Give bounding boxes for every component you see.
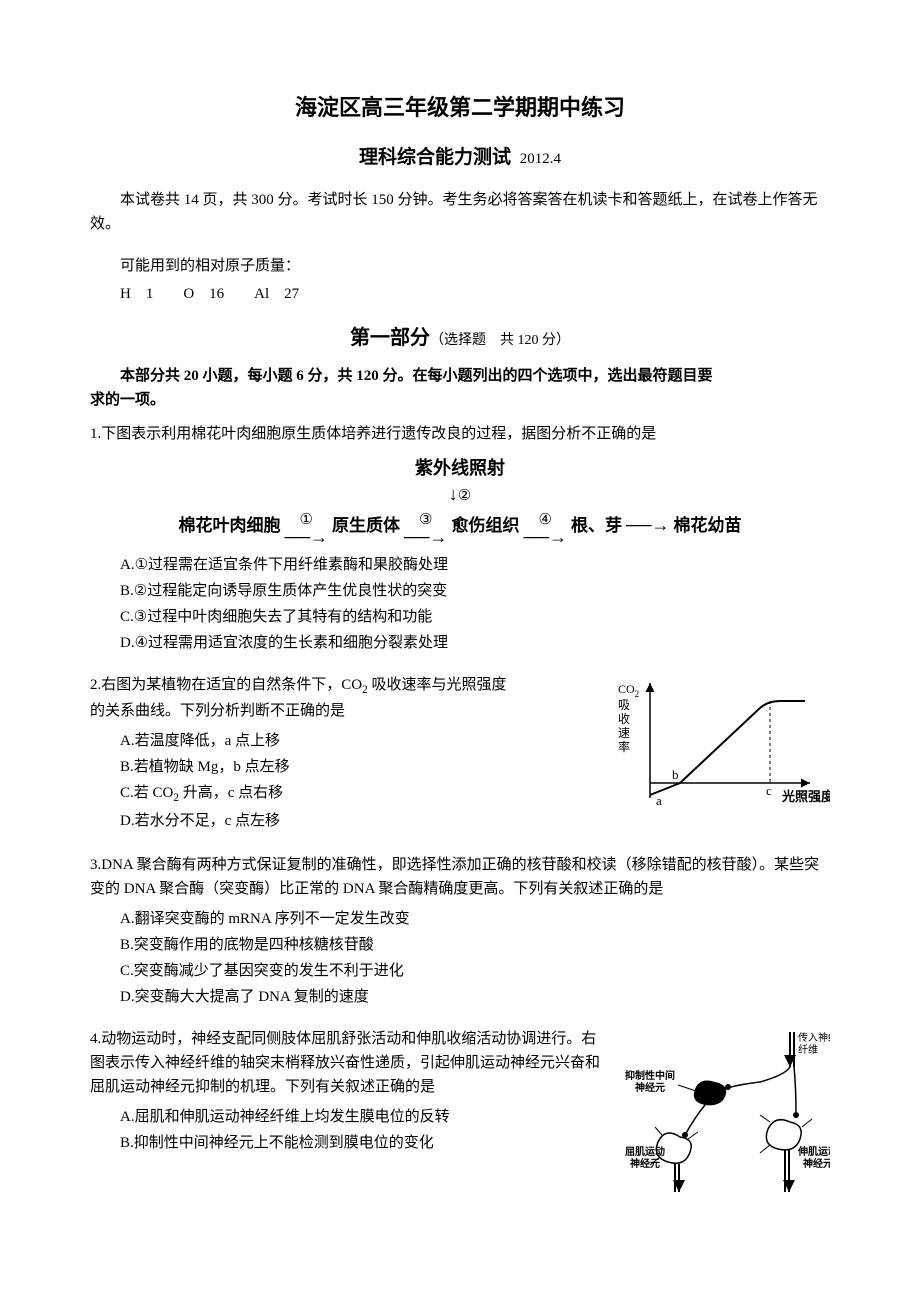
q1-node-5: 棉花幼苗 (674, 512, 742, 539)
q4-afferent-2: 纤维 (798, 1043, 818, 1056)
q2-stem-b: 吸收速率与光照强度 (368, 677, 507, 693)
q1-node-1: 棉花叶肉细胞 (178, 512, 280, 539)
q4-flexor-2: 神经元 (630, 1157, 660, 1170)
q2-opt-c-a: C.若 CO (120, 785, 173, 801)
q3-stem: 3.DNA 聚合酶有两种方式保证复制的准确性，即选择性添加正确的核苷酸和校读（移… (90, 853, 830, 901)
q2-stem-a: 2.右图为某植物在适宜的自然条件下，CO (90, 677, 362, 693)
q1-node-3: 愈伤组织 (452, 512, 520, 539)
q2-pt-b: b (672, 767, 679, 782)
q2-options: A.若温度降低，a 点上移 B.若植物缺 Mg，b 点左移 C.若 CO2 升高… (90, 729, 600, 833)
q4-afferent-1: 传入神经 (798, 1031, 830, 1044)
q2-opt-c-b: 升高，c 点右移 (179, 785, 283, 801)
q1-stem: 1.下图表示利用棉花叶肉细胞原生质体培养进行遗传改良的过程，据图分析不正确的是 (90, 422, 830, 446)
q1-arrow-4: ④ ──→ (524, 508, 568, 543)
sub-title: 理科综合能力测试 2012.4 (90, 143, 830, 173)
q1-arrow-5: ──→ (626, 520, 670, 531)
q1-opt-a: A.①过程需在适宜条件下用纤维素酶和果胶酶处理 (120, 553, 830, 577)
q2-ylabel-2a: 吸 (618, 698, 630, 712)
q3-opt-c: C.突变酶减少了基因突变的发生不利于进化 (120, 959, 830, 983)
q1-arrow-1: ① ──→ (284, 508, 328, 543)
q1-flow-row: 棉花叶肉细胞 ① ──→ 原生质体 ③ ──→ 愈伤组织 ④ ──→ 根、芽 ─… (90, 508, 830, 543)
part1-instr-b: 求的一项。 (90, 392, 165, 408)
q4-neuron-diagram: 传入神经 纤维 抑制性中间 神经元 屈肌运动 神经元 (620, 1027, 830, 1197)
atomic-mass-label: 可能用到的相对原子质量： (90, 254, 830, 278)
q1-arrow2-num: ② (458, 488, 471, 504)
q2-stem-c: 的关系曲线。下列分析判断不正确的是 (90, 703, 345, 719)
question-1: 1.下图表示利用棉花叶肉细胞原生质体培养进行遗传改良的过程，据图分析不正确的是 … (90, 422, 830, 656)
q1-arrow-3: ③ ──→ (404, 508, 448, 543)
q2-stem: 2.右图为某植物在适宜的自然条件下，CO2 吸收速率与光照强度 的关系曲线。下列… (90, 673, 600, 723)
sub-title-text: 理科综合能力测试 (359, 147, 511, 168)
q4-opt-a: A.屈肌和伸肌运动神经纤维上均发生膜电位的反转 (120, 1105, 610, 1129)
q1-opt-d: D.④过程需用适宜浓度的生长素和细胞分裂素处理 (120, 631, 830, 655)
q1-node-4: 根、芽 (571, 512, 622, 539)
q2-opt-d: D.若水分不足，c 点左移 (120, 809, 600, 833)
q1-flow-diagram: 紫外线照射 ↓② 棉花叶肉细胞 ① ──→ 原生质体 ③ ──→ 愈伤组织 ④ … (90, 454, 830, 544)
q4-opt-b: B.抑制性中间神经元上不能检测到膜电位的变化 (120, 1131, 610, 1155)
q4-ext-1: 伸肌运动 (797, 1145, 830, 1158)
q2-pt-c: c (766, 783, 772, 798)
q4-ext-2: 神经元 (803, 1157, 830, 1170)
q4-stem: 4.动物运动时，神经支配同侧肢体屈肌舒张活动和伸肌收缩活动协调进行。右图表示传入… (90, 1027, 610, 1099)
q3-opt-a: A.翻译突变酶的 mRNA 序列不一定发生改变 (120, 907, 830, 931)
intro-paragraph: 本试卷共 14 页，共 300 分。考试时长 150 分钟。考生务必将答案答在机… (90, 188, 830, 236)
question-2: 2.右图为某植物在适宜的自然条件下，CO2 吸收速率与光照强度 的关系曲线。下列… (90, 673, 830, 835)
q4-inhib-2: 神经元 (635, 1081, 665, 1094)
q4-inhib-1: 抑制性中间 (625, 1069, 675, 1082)
part1-instruction: 本部分共 20 小题，每小题 6 分，共 120 分。在每小题列出的四个选项中，… (90, 364, 830, 412)
q2-ylabel-2d: 率 (618, 739, 630, 754)
q2-ylabel-2b: 收 (618, 712, 630, 726)
atomic-mass-values: H 1 O 16 Al 27 (90, 282, 830, 306)
q2-ylabel-1: CO2 (618, 682, 639, 699)
main-title: 海淀区高三年级第二学期期中练习 (90, 90, 830, 125)
q2-xlabel: 光照强度 (781, 789, 830, 804)
q1-uv-arrow: ↓② (449, 485, 471, 504)
part1-title: 第一部分（选择题 共 120 分） (90, 322, 830, 354)
q3-options: A.翻译突变酶的 mRNA 序列不一定发生改变 B.突变酶作用的底物是四种核糖核… (90, 907, 830, 1009)
part1-instr-a: 本部分共 20 小题，每小题 6 分，共 120 分。在每小题列出的四个选项中，… (120, 368, 713, 384)
q2-chart-svg: a b c CO2 吸 收 速 率 光照强度 (610, 673, 830, 813)
q2-ylabel-2c: 速 (618, 726, 630, 740)
q4-flexor-1: 屈肌运动 (625, 1145, 665, 1158)
part1-title-big: 第一部分 (350, 327, 430, 349)
q2-opt-a: A.若温度降低，a 点上移 (120, 729, 600, 753)
q3-opt-d: D.突变酶大大提高了 DNA 复制的速度 (120, 985, 830, 1009)
q1-options: A.①过程需在适宜条件下用纤维素酶和果胶酶处理 B.②过程能定向诱导原生质体产生… (90, 553, 830, 655)
q2-pt-a: a (656, 793, 662, 808)
q2-opt-b: B.若植物缺 Mg，b 点左移 (120, 755, 600, 779)
q1-opt-c: C.③过程中叶肉细胞失去了其特有的结构和功能 (120, 605, 830, 629)
q2-opt-c: C.若 CO2 升高，c 点右移 (120, 781, 600, 807)
part1-title-small: （选择题 共 120 分） (430, 333, 570, 348)
q1-opt-b: B.②过程能定向诱导原生质体产生优良性状的突变 (120, 579, 830, 603)
question-3: 3.DNA 聚合酶有两种方式保证复制的准确性，即选择性添加正确的核苷酸和校读（移… (90, 853, 830, 1009)
q3-opt-b: B.突变酶作用的底物是四种核糖核苷酸 (120, 933, 830, 957)
q1-uv-label: 紫外线照射 (90, 454, 830, 483)
q4-options: A.屈肌和伸肌运动神经纤维上均发生膜电位的反转 B.抑制性中间神经元上不能检测到… (90, 1105, 610, 1155)
q1-node-2: 原生质体 (332, 512, 400, 539)
exam-date: 2012.4 (520, 151, 561, 167)
question-4: 4.动物运动时，神经支配同侧肢体屈肌舒张活动和伸肌收缩活动协调进行。右图表示传入… (90, 1027, 830, 1197)
